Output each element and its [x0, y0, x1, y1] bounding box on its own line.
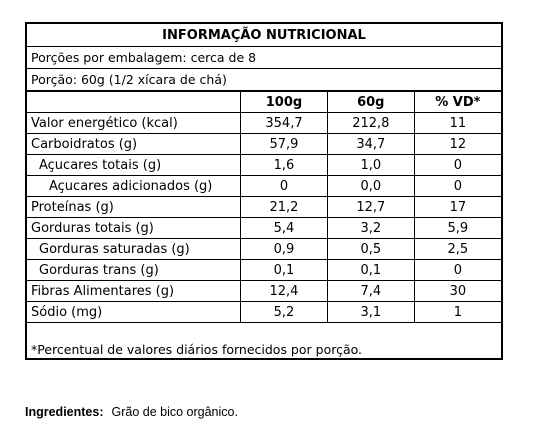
value-60g: 3,1 — [326, 301, 415, 323]
nutrient-name: Gorduras saturadas (g) — [27, 238, 242, 260]
nutrient-name: Carboidratos (g) — [27, 133, 242, 155]
column-header-vd: % VD* — [413, 91, 501, 113]
value-60g: 212,8 — [326, 112, 415, 134]
table-row: Sódio (mg) 5,2 3,1 1 — [27, 301, 501, 323]
value-60g: 0,1 — [326, 259, 415, 281]
value-60g: 34,7 — [326, 133, 415, 155]
servings-per-package: Porções por embalagem: cerca de 8 — [27, 47, 501, 69]
table-row: Gorduras saturadas (g) 0,9 0,5 2,5 — [27, 238, 501, 260]
value-100g: 57,9 — [240, 133, 328, 155]
nutrient-name: Proteínas (g) — [27, 196, 242, 218]
value-100g: 354,7 — [240, 112, 328, 134]
value-60g: 0,0 — [326, 175, 415, 197]
table-header-row: 100g 60g % VD* — [27, 91, 501, 113]
table-row: Proteínas (g) 21,2 12,7 17 — [27, 196, 501, 218]
column-header-nutrient — [27, 91, 242, 113]
ingredients-text: Grão de bico orgânico. — [111, 405, 238, 419]
nutrition-table-body: Valor energético (kcal) 354,7 212,8 11 Carbo… — [27, 112, 501, 323]
value-vd: 0 — [413, 175, 501, 197]
table-row: Gorduras totais (g) 5,4 3,2 5,9 — [27, 217, 501, 239]
nutrient-name: Gorduras trans (g) — [27, 259, 242, 281]
nutrient-name: Gorduras totais (g) — [27, 217, 242, 239]
value-vd: 0 — [413, 154, 501, 176]
nutrition-table: 100g 60g % VD* Valor energético (kcal) 35… — [27, 91, 501, 323]
ingredients: Ingredientes: Grão de bico orgânico. — [25, 405, 238, 419]
value-60g: 7,4 — [326, 280, 415, 302]
nutrient-name: Sódio (mg) — [27, 301, 242, 323]
value-100g: 5,2 — [240, 301, 328, 323]
nutrient-name: Açucares adicionados (g) — [27, 175, 242, 197]
value-60g: 1,0 — [326, 154, 415, 176]
table-row: Fibras Alimentares (g) 12,4 7,4 30 — [27, 280, 501, 302]
nutrient-name: Valor energético (kcal) — [27, 112, 242, 134]
value-100g: 1,6 — [240, 154, 328, 176]
table-row: Gorduras trans (g) 0,1 0,1 0 — [27, 259, 501, 281]
value-vd: 30 — [413, 280, 501, 302]
value-vd: 5,9 — [413, 217, 501, 239]
table-row: Açucares adicionados (g) 0 0,0 0 — [27, 175, 501, 197]
nutrient-name: Açucares totais (g) — [27, 154, 242, 176]
value-100g: 0,9 — [240, 238, 328, 260]
value-vd: 12 — [413, 133, 501, 155]
value-100g: 0,1 — [240, 259, 328, 281]
ingredients-label: Ingredientes: — [25, 405, 104, 419]
serving-size: Porção: 60g (1/2 xícara de chá) — [27, 69, 501, 91]
value-100g: 12,4 — [240, 280, 328, 302]
value-vd: 11 — [413, 112, 501, 134]
value-60g: 12,7 — [326, 196, 415, 218]
table-row: Valor energético (kcal) 354,7 212,8 11 — [27, 112, 501, 134]
footnote: *Percentual de valores diários fornecido… — [31, 342, 363, 357]
value-vd: 0 — [413, 259, 501, 281]
column-header-60g: 60g — [326, 91, 415, 113]
nutrition-facts-panel: INFORMAÇÃO NUTRICIONAL Porções por embal… — [25, 22, 503, 360]
value-100g: 21,2 — [240, 196, 328, 218]
value-60g: 0,5 — [326, 238, 415, 260]
table-row: Açucares totais (g) 1,6 1,0 0 — [27, 154, 501, 176]
nutrient-name: Fibras Alimentares (g) — [27, 280, 242, 302]
value-vd: 17 — [413, 196, 501, 218]
value-60g: 3,2 — [326, 217, 415, 239]
value-vd: 2,5 — [413, 238, 501, 260]
nutrition-title: INFORMAÇÃO NUTRICIONAL — [27, 24, 501, 47]
value-100g: 0 — [240, 175, 328, 197]
table-row: Carboidratos (g) 57,9 34,7 12 — [27, 133, 501, 155]
column-header-100g: 100g — [240, 91, 328, 113]
value-vd: 1 — [413, 301, 501, 323]
value-100g: 5,4 — [240, 217, 328, 239]
